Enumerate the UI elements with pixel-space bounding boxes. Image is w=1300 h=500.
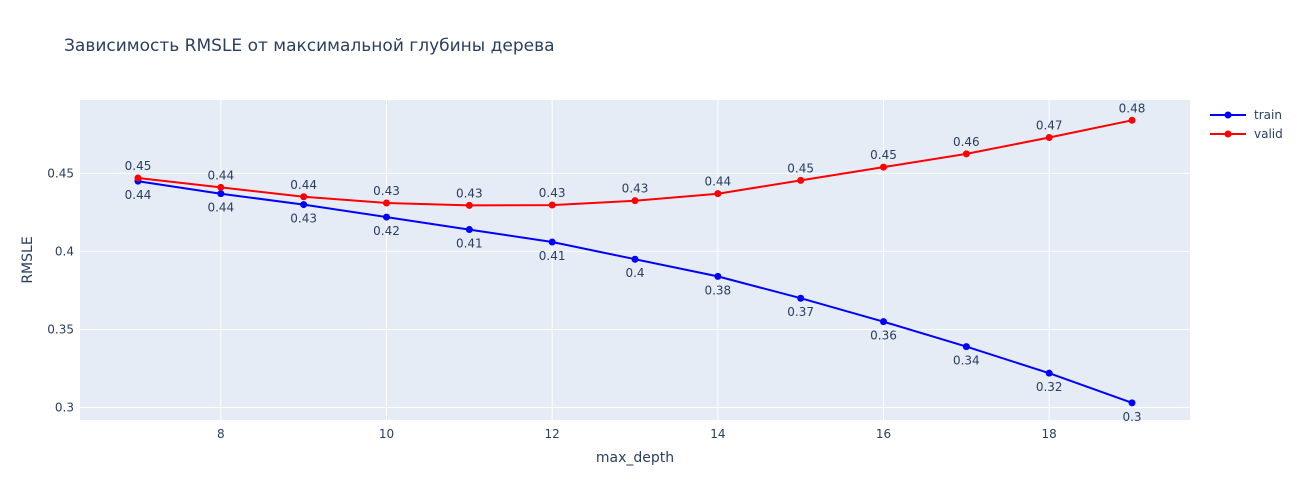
y-tick-label: 0.4 xyxy=(55,244,74,258)
data-point-train[interactable] xyxy=(1045,369,1053,377)
data-point-valid[interactable] xyxy=(217,183,225,191)
data-label-valid: 0.45 xyxy=(787,161,814,175)
x-axis-ticks: 8 10 12 14 16 18 xyxy=(217,427,1057,441)
data-label-train: 0.3 xyxy=(1122,410,1141,424)
data-point-train[interactable] xyxy=(382,213,390,221)
y-axis-ticks: 0.3 0.35 0.4 0.45 xyxy=(47,166,74,414)
y-tick-label: 0.35 xyxy=(47,322,74,336)
data-point-valid[interactable] xyxy=(1045,133,1053,141)
data-point-valid[interactable] xyxy=(797,176,805,184)
legend-marker-train xyxy=(1224,111,1232,119)
data-point-train[interactable] xyxy=(797,294,805,302)
data-label-valid: 0.43 xyxy=(622,182,649,196)
y-tick-label: 0.45 xyxy=(47,166,74,180)
data-label-valid: 0.48 xyxy=(1119,101,1146,115)
data-labels: 0.44 0.44 0.43 0.42 0.41 0.41 0.4 0.38 0.37 0.36 0… xyxy=(125,101,1146,424)
y-axis-title: RMSLE xyxy=(20,236,36,283)
y-tick-label: 0.3 xyxy=(55,401,74,415)
legend-marker-valid xyxy=(1224,130,1232,138)
x-tick-label: 8 xyxy=(217,427,225,441)
data-label-train: 0.44 xyxy=(125,188,152,202)
x-tick-label: 18 xyxy=(1042,427,1057,441)
data-point-train[interactable] xyxy=(714,272,722,280)
data-label-valid: 0.44 xyxy=(704,175,731,189)
data-point-valid[interactable] xyxy=(714,190,722,198)
legend-label-valid: valid xyxy=(1254,127,1283,141)
data-label-valid: 0.47 xyxy=(1036,118,1063,132)
data-label-valid: 0.44 xyxy=(207,168,234,182)
data-point-valid[interactable] xyxy=(1128,116,1136,124)
data-point-valid[interactable] xyxy=(382,199,390,207)
data-label-valid: 0.43 xyxy=(539,186,566,200)
data-point-train[interactable] xyxy=(465,226,473,234)
data-label-train: 0.37 xyxy=(787,305,814,319)
data-label-train: 0.43 xyxy=(290,212,317,226)
data-point-train[interactable] xyxy=(631,255,639,263)
data-point-valid[interactable] xyxy=(548,201,556,209)
data-point-train[interactable] xyxy=(217,190,225,198)
x-tick-label: 14 xyxy=(710,427,725,441)
series-layer xyxy=(134,116,1136,407)
data-point-valid[interactable] xyxy=(300,193,308,201)
legend-label-train: train xyxy=(1254,108,1282,122)
data-label-train: 0.41 xyxy=(539,249,566,263)
data-point-train[interactable] xyxy=(880,318,888,326)
grid-lines xyxy=(80,100,1190,420)
legend-item-valid[interactable]: valid xyxy=(1210,127,1283,141)
data-label-train: 0.41 xyxy=(456,237,483,251)
x-tick-label: 16 xyxy=(876,427,891,441)
data-point-valid[interactable] xyxy=(962,150,970,158)
data-label-train: 0.32 xyxy=(1036,380,1063,394)
data-label-train: 0.42 xyxy=(373,224,400,238)
data-point-train[interactable] xyxy=(300,201,308,209)
data-label-valid: 0.44 xyxy=(290,178,317,192)
chart-title: Зависимость RMSLE от максимальной глубин… xyxy=(64,36,555,56)
legend[interactable]: train valid xyxy=(1210,108,1283,141)
x-tick-label: 10 xyxy=(379,427,394,441)
legend-item-train[interactable]: train xyxy=(1210,108,1282,122)
data-point-valid[interactable] xyxy=(465,201,473,209)
data-point-valid[interactable] xyxy=(134,174,142,182)
data-point-train[interactable] xyxy=(962,343,970,351)
data-label-valid: 0.43 xyxy=(456,186,483,200)
data-label-train: 0.34 xyxy=(953,354,980,368)
data-point-valid[interactable] xyxy=(631,197,639,205)
data-label-valid: 0.46 xyxy=(953,135,980,149)
data-label-valid: 0.45 xyxy=(870,148,897,162)
data-point-train[interactable] xyxy=(548,238,556,246)
data-point-train[interactable] xyxy=(1128,399,1136,407)
data-label-train: 0.4 xyxy=(625,266,644,280)
data-label-valid: 0.43 xyxy=(373,184,400,198)
data-label-train: 0.38 xyxy=(704,283,731,297)
data-label-train: 0.44 xyxy=(207,201,234,215)
x-tick-label: 12 xyxy=(545,427,560,441)
data-label-train: 0.36 xyxy=(870,329,897,343)
data-point-valid[interactable] xyxy=(880,163,888,171)
data-label-valid: 0.45 xyxy=(125,159,152,173)
x-axis-title: max_depth xyxy=(596,450,674,466)
